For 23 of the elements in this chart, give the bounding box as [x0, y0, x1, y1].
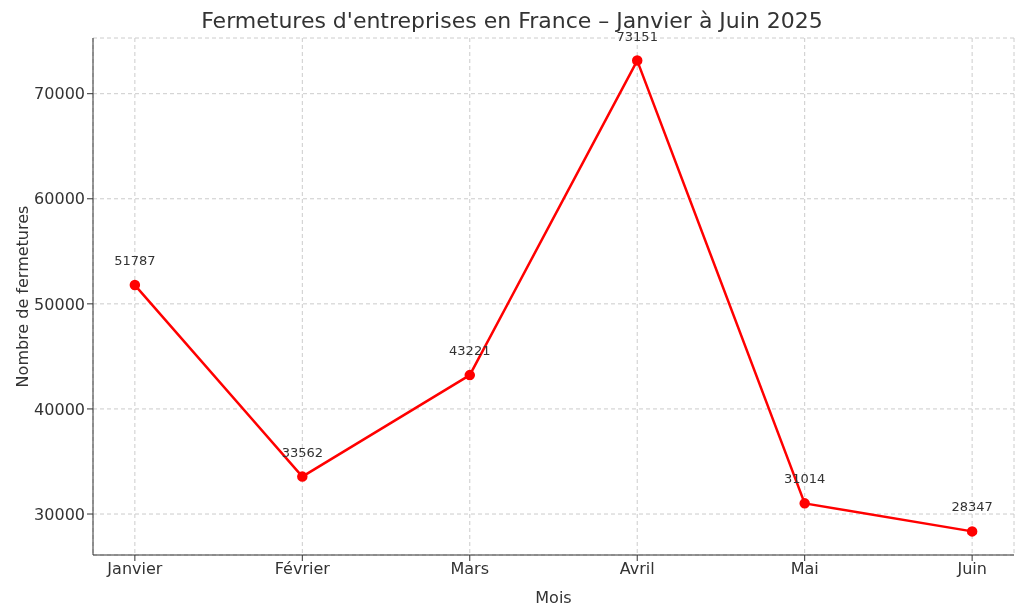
y-tick-label: 50000	[34, 294, 85, 314]
data-label: 51787	[114, 253, 156, 269]
chart-title: Fermetures d'entreprises en France – Janvier à Juin 2025	[200, 8, 824, 33]
y-axis-title: Nombre de fermetures	[12, 205, 32, 388]
point	[966, 526, 978, 537]
y-tick-label: 60000	[34, 189, 85, 209]
y-tick-label: 70000	[34, 84, 85, 104]
y-tick-label: 40000	[34, 399, 85, 419]
y-tick-label: 30000	[34, 504, 85, 524]
data-label: 28347	[951, 499, 993, 515]
x-tick-label: Juin	[956, 559, 987, 579]
x-axis-title: Mois	[535, 588, 572, 607]
point	[631, 55, 643, 66]
point	[799, 498, 810, 509]
x-tick-label: Février	[274, 559, 331, 579]
x-tick-label: Janvier	[106, 559, 163, 579]
x-tick-label: Avril	[619, 559, 655, 579]
point	[129, 279, 141, 291]
x-tick-label: Mai	[790, 559, 819, 579]
point	[464, 369, 476, 381]
data-label: 33562	[281, 444, 323, 460]
point	[297, 471, 308, 482]
x-tick-label: Mars	[450, 559, 490, 579]
